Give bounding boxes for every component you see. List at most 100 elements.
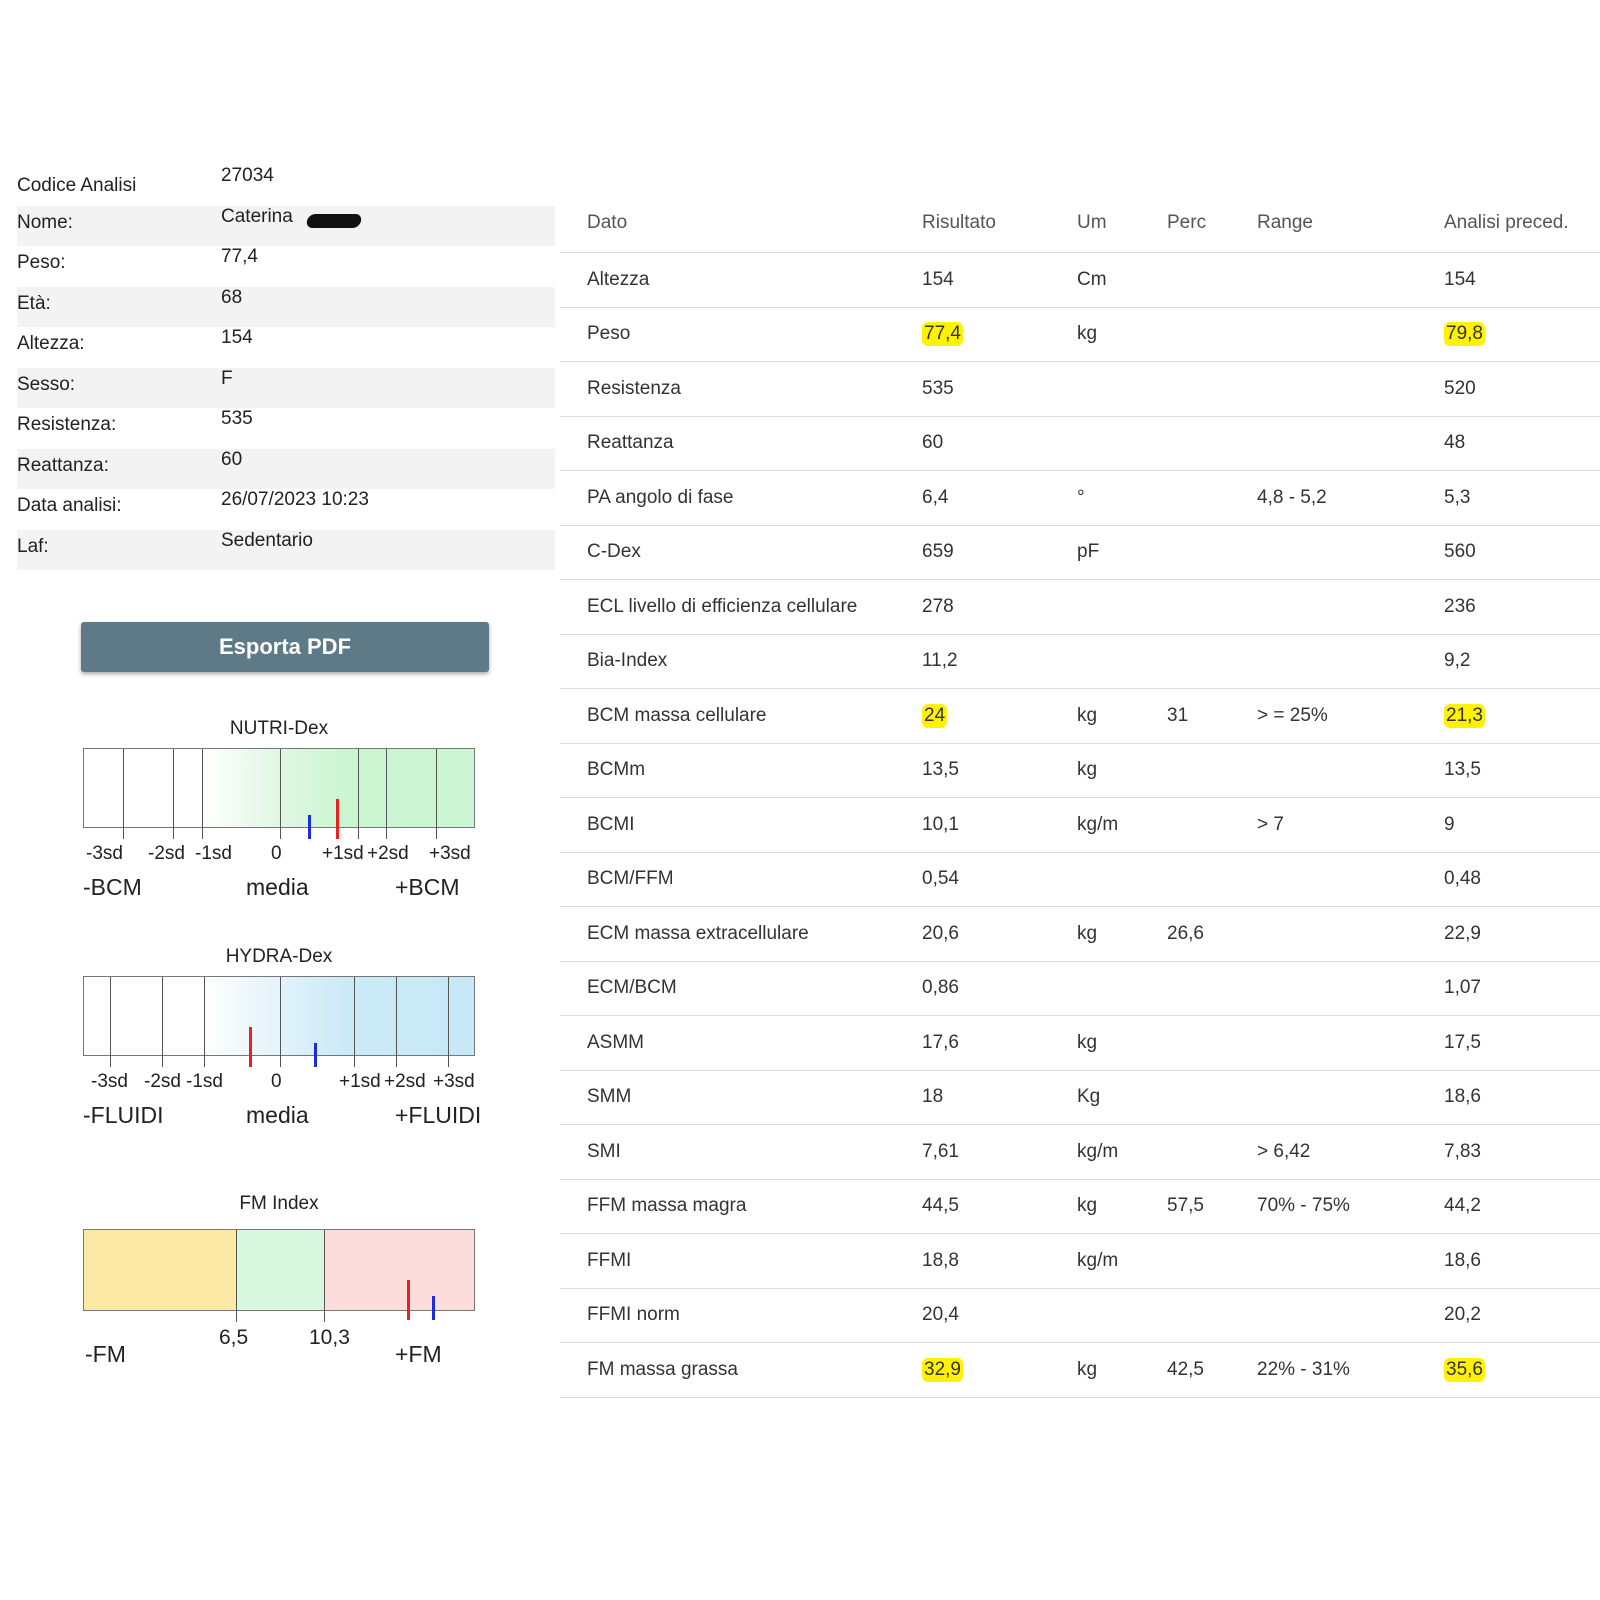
table-row: BCMI 10,1 kg/m > 7 9 (560, 798, 1600, 853)
hydra-right-label: +FLUIDI (395, 1102, 482, 1128)
tick-label: -1sd (195, 843, 232, 864)
info-row: Data analisi: 26/07/2023 10:23 (17, 489, 555, 530)
info-value: F (221, 367, 233, 389)
cell-dato: C-Dex (587, 541, 641, 563)
previous-value-marker (314, 1043, 317, 1067)
cell-risultato: 10,1 (922, 813, 959, 835)
cell-risultato: 154 (922, 268, 954, 290)
table-row: ASMM 17,6 kg 17,5 (560, 1016, 1600, 1071)
info-value: 68 (221, 286, 243, 308)
cell-risultato: 278 (922, 595, 954, 617)
cell-prec: 9 (1444, 813, 1455, 835)
cell-prec: 0,48 (1444, 868, 1481, 890)
cell-perc: 31 (1167, 704, 1189, 726)
fm-threshold-low: 6,5 (219, 1326, 249, 1349)
cell-risultato: 44,5 (922, 1195, 959, 1217)
table-row: PA angolo di fase 6,4 ° 4,8 - 5,2 5,3 (560, 471, 1600, 526)
export-pdf-button[interactable]: Esporta PDF (81, 622, 489, 672)
fm-normal-zone (236, 1230, 324, 1310)
cell-prec: 44,2 (1444, 1195, 1481, 1217)
table-row: ECL livello di efficienza cellulare 278 23… (560, 580, 1600, 635)
header-risultato: Risultato (922, 212, 996, 233)
info-value: 27034 (221, 165, 274, 186)
info-value: Sedentario (221, 529, 313, 551)
cell-range: > 6,42 (1257, 1140, 1311, 1162)
cell-dato: PA angolo di fase (587, 486, 734, 508)
header-range: Range (1257, 212, 1313, 233)
cell-um: kg/m (1077, 1140, 1119, 1162)
cell-dato: Bia-Index (587, 650, 668, 672)
cell-um: kg (1077, 1031, 1098, 1053)
info-value: 26/07/2023 10:23 (221, 489, 369, 510)
table-body: Altezza 154 Cm 154 Peso 77,4 kg 79,8 Resistenza 5… (560, 253, 1600, 1398)
tick-label: +2sd (384, 1071, 426, 1092)
info-label: Età: (17, 292, 51, 314)
cell-um: kg (1077, 1358, 1098, 1380)
fm-right-label: +FM (395, 1341, 442, 1367)
table-row: FFMI norm 20,4 20,2 (560, 1289, 1600, 1343)
tick-label: -3sd (91, 1071, 128, 1092)
nutri-center-label: media (246, 874, 309, 900)
cell-prec: 236 (1444, 595, 1476, 617)
info-row: Età: 68 (17, 286, 555, 327)
cell-dato: BCM massa cellulare (587, 704, 767, 726)
cell-risultato: 24 (922, 703, 948, 728)
info-value: 77,4 (221, 246, 258, 267)
cell-perc: 57,5 (1167, 1195, 1204, 1217)
cell-prec: 13,5 (1444, 759, 1481, 781)
table-row: ECM massa extracellulare 20,6 kg 26,6 22,9 (560, 907, 1600, 962)
table-row: BCM/FFM 0,54 0,48 (560, 853, 1600, 907)
cell-range: 4,8 - 5,2 (1257, 486, 1327, 508)
nutri-left-label: -BCM (83, 874, 142, 900)
cell-prec: 5,3 (1444, 486, 1471, 508)
info-row: Codice Analisi 27034 (17, 165, 555, 206)
cell-prec: 560 (1444, 541, 1476, 563)
info-label: Laf: (17, 535, 49, 557)
cell-prec: 21,3 (1444, 703, 1485, 728)
cell-dato: FM massa grassa (587, 1358, 738, 1380)
cell-prec: 17,5 (1444, 1031, 1481, 1053)
cell-prec: 9,2 (1444, 650, 1471, 672)
cell-prec: 18,6 (1444, 1249, 1481, 1271)
cell-um: kg (1077, 704, 1098, 726)
cell-dato: Reattanza (587, 432, 674, 454)
table-row: SMM 18 Kg 18,6 (560, 1071, 1600, 1125)
fm-high-zone (324, 1230, 474, 1310)
cell-um: ° (1077, 486, 1085, 508)
cell-dato: Altezza (587, 268, 650, 290)
info-value: 535 (221, 408, 253, 429)
cell-risultato: 17,6 (922, 1031, 959, 1053)
cell-risultato: 60 (922, 432, 944, 454)
cell-prec: 22,9 (1444, 922, 1481, 944)
cell-dato: SMI (587, 1140, 621, 1162)
table-row: Bia-Index 11,2 9,2 (560, 635, 1600, 689)
current-value-marker (407, 1280, 410, 1320)
info-row: Nome: Caterina (17, 205, 555, 246)
nutri-dex-gauge (83, 748, 475, 839)
cell-perc: 42,5 (1167, 1358, 1204, 1380)
tick-label: 0 (271, 1071, 282, 1092)
patient-info-table: Codice Analisi 27034 Nome: Caterina Peso: 77,… (17, 165, 555, 570)
table-row: SMI 7,61 kg/m > 6,42 7,83 (560, 1125, 1600, 1180)
bia-results-table: Dato Risultato Um Perc Range Analisi pre… (560, 188, 1600, 1398)
info-label: Nome: (17, 211, 73, 233)
cell-risultato: 7,61 (922, 1140, 959, 1162)
info-label: Reattanza: (17, 454, 109, 476)
cell-range: 22% - 31% (1257, 1358, 1350, 1380)
info-value: 154 (221, 327, 253, 348)
cell-prec: 20,2 (1444, 1304, 1481, 1326)
current-value-marker (249, 1027, 252, 1067)
cell-prec: 48 (1444, 432, 1466, 454)
current-value-marker (336, 799, 339, 839)
cell-risultato: 0,86 (922, 977, 959, 999)
info-row: Altezza: 154 (17, 327, 555, 368)
fm-index-title: FM Index (239, 1193, 319, 1214)
info-row: Peso: 77,4 (17, 246, 555, 287)
cell-risultato: 18,8 (922, 1249, 959, 1271)
cell-risultato: 659 (922, 541, 954, 563)
table-row: FFMI 18,8 kg/m 18,6 (560, 1234, 1600, 1289)
cell-risultato: 535 (922, 377, 954, 399)
info-label: Data analisi: (17, 495, 122, 516)
info-label: Peso: (17, 252, 66, 273)
cell-dato: FFM massa magra (587, 1195, 747, 1217)
